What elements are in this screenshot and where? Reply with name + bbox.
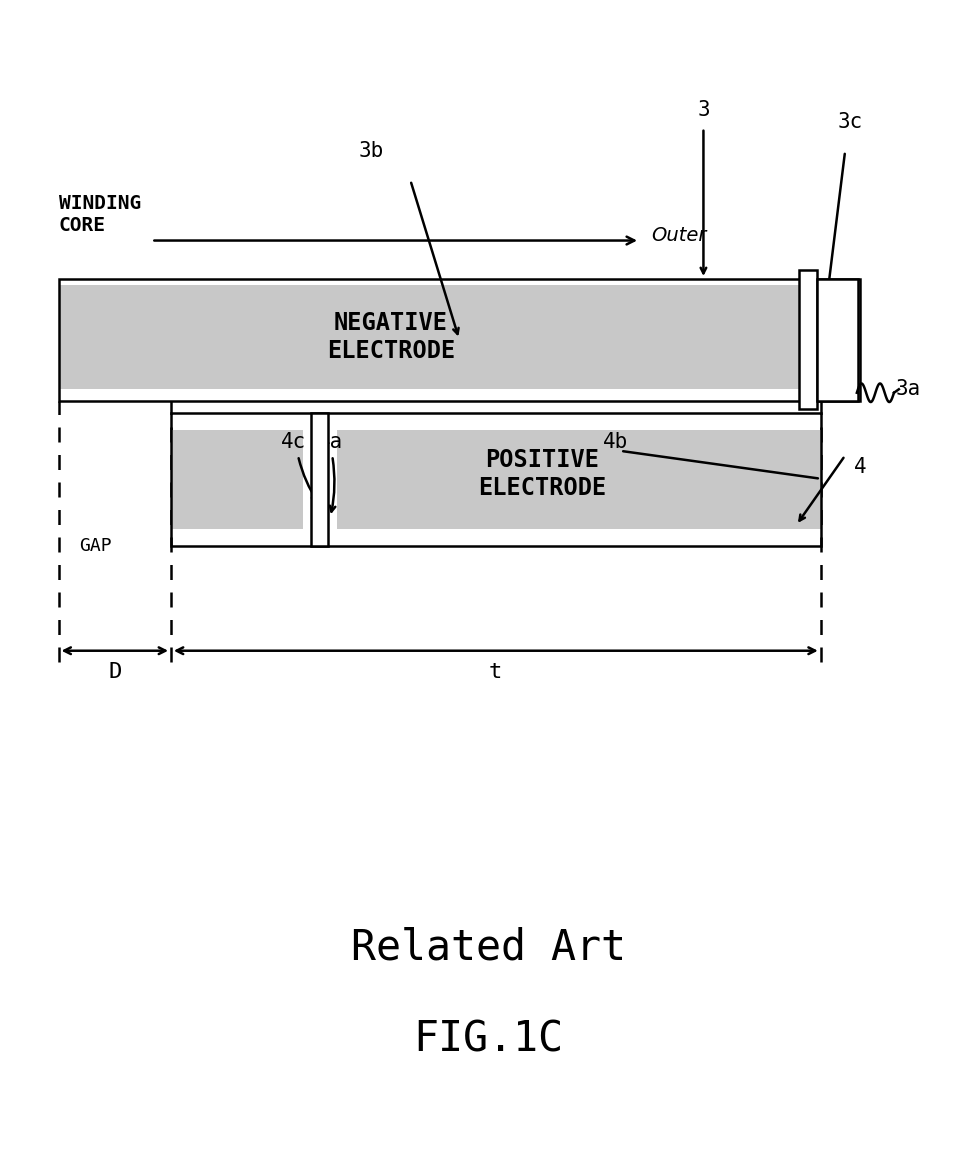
Text: D: D (108, 661, 122, 682)
Text: 4a: 4a (318, 431, 343, 452)
Bar (171, 413, 821, 546)
Text: POSITIVE
ELECTRODE: POSITIVE ELECTRODE (478, 449, 607, 500)
Text: t: t (488, 661, 502, 682)
Text: Outer: Outer (652, 227, 706, 245)
Bar (59, 279, 860, 401)
Bar (171, 430, 303, 529)
Text: 4b: 4b (603, 431, 628, 452)
Text: 4: 4 (854, 457, 866, 478)
Text: NEGATIVE
ELECTRODE: NEGATIVE ELECTRODE (326, 311, 455, 363)
Bar (337, 430, 821, 529)
Text: WINDING
CORE: WINDING CORE (59, 194, 141, 236)
Text: 4c: 4c (280, 431, 306, 452)
Bar (311, 413, 328, 546)
Text: 3a: 3a (896, 379, 921, 400)
Text: 3: 3 (698, 100, 709, 121)
Bar (817, 279, 858, 401)
Text: 3c: 3c (837, 112, 863, 132)
Text: Related Art: Related Art (351, 926, 626, 968)
Bar (59, 285, 801, 389)
Bar (799, 270, 817, 409)
Text: FIG.1C: FIG.1C (413, 1019, 564, 1061)
Text: GAP: GAP (79, 537, 112, 555)
Text: 3b: 3b (359, 141, 384, 162)
